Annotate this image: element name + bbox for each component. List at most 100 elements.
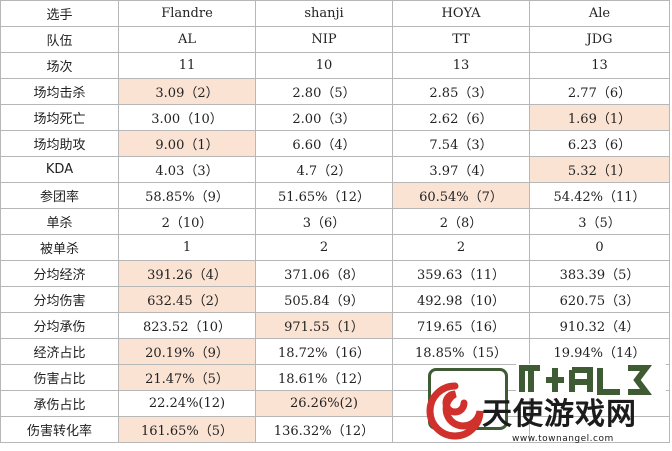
row-label: 承伤占比: [0, 390, 119, 417]
stat-cell: 13: [392, 52, 530, 79]
stat-cell: 4.03（3）: [118, 156, 256, 183]
stat-cell: 1: [118, 234, 256, 261]
header-row: 选手 Flandre shanji HOYA Ale: [0, 0, 670, 27]
table-row: 被单杀 1 2 2 0: [0, 234, 670, 261]
stat-cell: NIP: [255, 26, 393, 53]
stat-cell: 11: [118, 52, 256, 79]
row-label: 队伍: [0, 26, 119, 53]
stat-cell: 161.65%（5）: [118, 416, 256, 443]
stat-cell: 2（10）: [118, 208, 256, 235]
stat-cell: [529, 416, 670, 443]
stat-cell: 492.98（10）: [392, 286, 530, 313]
stat-cell: 3.09（2）: [118, 78, 256, 105]
stat-cell: 60.54%（7）: [392, 182, 530, 209]
stat-cell: 9.00（1）: [118, 130, 256, 157]
row-label: 参团率: [0, 182, 119, 209]
stat-cell: 359.63（11）: [392, 260, 530, 287]
stat-cell: 21.47%（5）: [118, 364, 256, 391]
table-row: 场均死亡 3.00（10） 2.00（3） 2.62（6） 1.69（1）: [0, 104, 670, 131]
stat-cell: 7.54（3）: [392, 130, 530, 157]
table-row: 场次 11 10 13 13: [0, 52, 670, 79]
stat-cell: 1.69（1）: [529, 104, 670, 131]
stat-cell: 3（5）: [529, 208, 670, 235]
stat-cell: 10: [255, 52, 393, 79]
stat-cell: 6.60（4）: [255, 130, 393, 157]
stat-cell: TT: [392, 26, 530, 53]
stat-cell: 2.80（5）: [255, 78, 393, 105]
table-row: 分均经济 391.26（4） 371.06（8） 359.63（11） 383.39（5…: [0, 260, 670, 287]
stat-cell: 632.45（2）: [118, 286, 256, 313]
stat-cell: 6.23（6）: [529, 130, 670, 157]
header-cell: HOYA: [392, 0, 530, 27]
header-cell: Ale: [529, 0, 670, 27]
stat-cell: 26.26%(2): [255, 390, 393, 417]
row-label: 伤害占比: [0, 364, 119, 391]
stat-cell: 2: [255, 234, 393, 261]
stat-cell: 13: [529, 52, 670, 79]
table-row: 参团率 58.85%（9） 51.65%（12） 60.54%（7） 54.42%（11…: [0, 182, 670, 209]
stat-cell: 2: [392, 234, 530, 261]
row-label: 分均经济: [0, 260, 119, 287]
row-label: KDA: [0, 156, 119, 183]
header-cell: 选手: [0, 0, 119, 27]
row-label: 场均死亡: [0, 104, 119, 131]
watermark-url: www.townangel.com: [512, 434, 614, 444]
stat-cell: 910.32（4）: [529, 312, 670, 339]
stat-cell: 383.39（5）: [529, 260, 670, 287]
row-label: 场次: [0, 52, 119, 79]
stat-cell: 0: [529, 234, 670, 261]
table-row: 单杀 2（10） 3（6） 2（8） 3（5）: [0, 208, 670, 235]
row-label: 分均伤害: [0, 286, 119, 313]
stat-cell: 18.85%（15）: [392, 338, 530, 365]
stat-cell: 2.62（6）: [392, 104, 530, 131]
table-row: 经济占比 20.19%（9） 18.72%（16） 18.85%（15） 19.94%（…: [0, 338, 670, 365]
stat-cell: 5.32（1）: [529, 156, 670, 183]
row-label: 被单杀: [0, 234, 119, 261]
stat-cell: 719.65（16）: [392, 312, 530, 339]
watermark-swirl-icon: [426, 382, 484, 440]
stat-cell: 20.19%（9）: [118, 338, 256, 365]
row-label: 单杀: [0, 208, 119, 235]
row-label: 伤害转化率: [0, 416, 119, 443]
stat-cell: 4.7（2）: [255, 156, 393, 183]
row-label: 经济占比: [0, 338, 119, 365]
stat-cell: 971.55（1）: [255, 312, 393, 339]
table-row: 场均助攻 9.00（1） 6.60（4） 7.54（3） 6.23（6）: [0, 130, 670, 157]
row-label: 分均承伤: [0, 312, 119, 339]
stat-cell: 54.42%（11）: [529, 182, 670, 209]
stat-cell: JDG: [529, 26, 670, 53]
table-row: 场均击杀 3.09（2） 2.80（5） 2.85（3） 2.77（6）: [0, 78, 670, 105]
stat-cell: 18.61%（12）: [255, 364, 393, 391]
stat-cell: 3（6）: [255, 208, 393, 235]
stat-cell: 505.84（9）: [255, 286, 393, 313]
table-row: 分均伤害 632.45（2） 505.84（9） 492.98（10） 620.75（3…: [0, 286, 670, 313]
player-stats-table: 选手 Flandre shanji HOYA Ale 队伍 AL NIP TT JDG 场…: [0, 0, 670, 443]
site-watermark: 天使游戏网 www.townangel.com: [424, 362, 672, 451]
stat-cell: 2.85（3）: [392, 78, 530, 105]
stat-cell: 136.32%（12）: [255, 416, 393, 443]
stat-cell: 823.52（10）: [118, 312, 256, 339]
stat-cell: AL: [118, 26, 256, 53]
stat-cell: 22.24%(12): [118, 390, 256, 417]
table-row: KDA 4.03（3） 4.7（2） 3.97（4） 5.32（1）: [0, 156, 670, 183]
watermark-text: 天使游戏网: [482, 397, 637, 432]
stat-cell: 51.65%（12）: [255, 182, 393, 209]
stat-cell: 58.85%（9）: [118, 182, 256, 209]
stat-cell: 19.94%（14）: [529, 338, 670, 365]
row-label: 场均助攻: [0, 130, 119, 157]
table-body: 选手 Flandre shanji HOYA Ale 队伍 AL NIP TT JDG 场…: [0, 0, 670, 443]
stat-cell: 2.00（3）: [255, 104, 393, 131]
table-row: 队伍 AL NIP TT JDG: [0, 26, 670, 53]
stat-cell: 2.77（6）: [529, 78, 670, 105]
stat-cell: 2（8）: [392, 208, 530, 235]
stat-cell: 391.26（4）: [118, 260, 256, 287]
header-cell: shanji: [255, 0, 393, 27]
stat-cell: 18.72%（16）: [255, 338, 393, 365]
stat-cell: 3.00（10）: [118, 104, 256, 131]
row-label: 场均击杀: [0, 78, 119, 105]
watermark-green-title-graphic: [516, 364, 666, 398]
stat-cell: 3.97（4）: [392, 156, 530, 183]
table-row: 分均承伤 823.52（10） 971.55（1） 719.65（16） 910.32（…: [0, 312, 670, 339]
stat-cell: 620.75（3）: [529, 286, 670, 313]
